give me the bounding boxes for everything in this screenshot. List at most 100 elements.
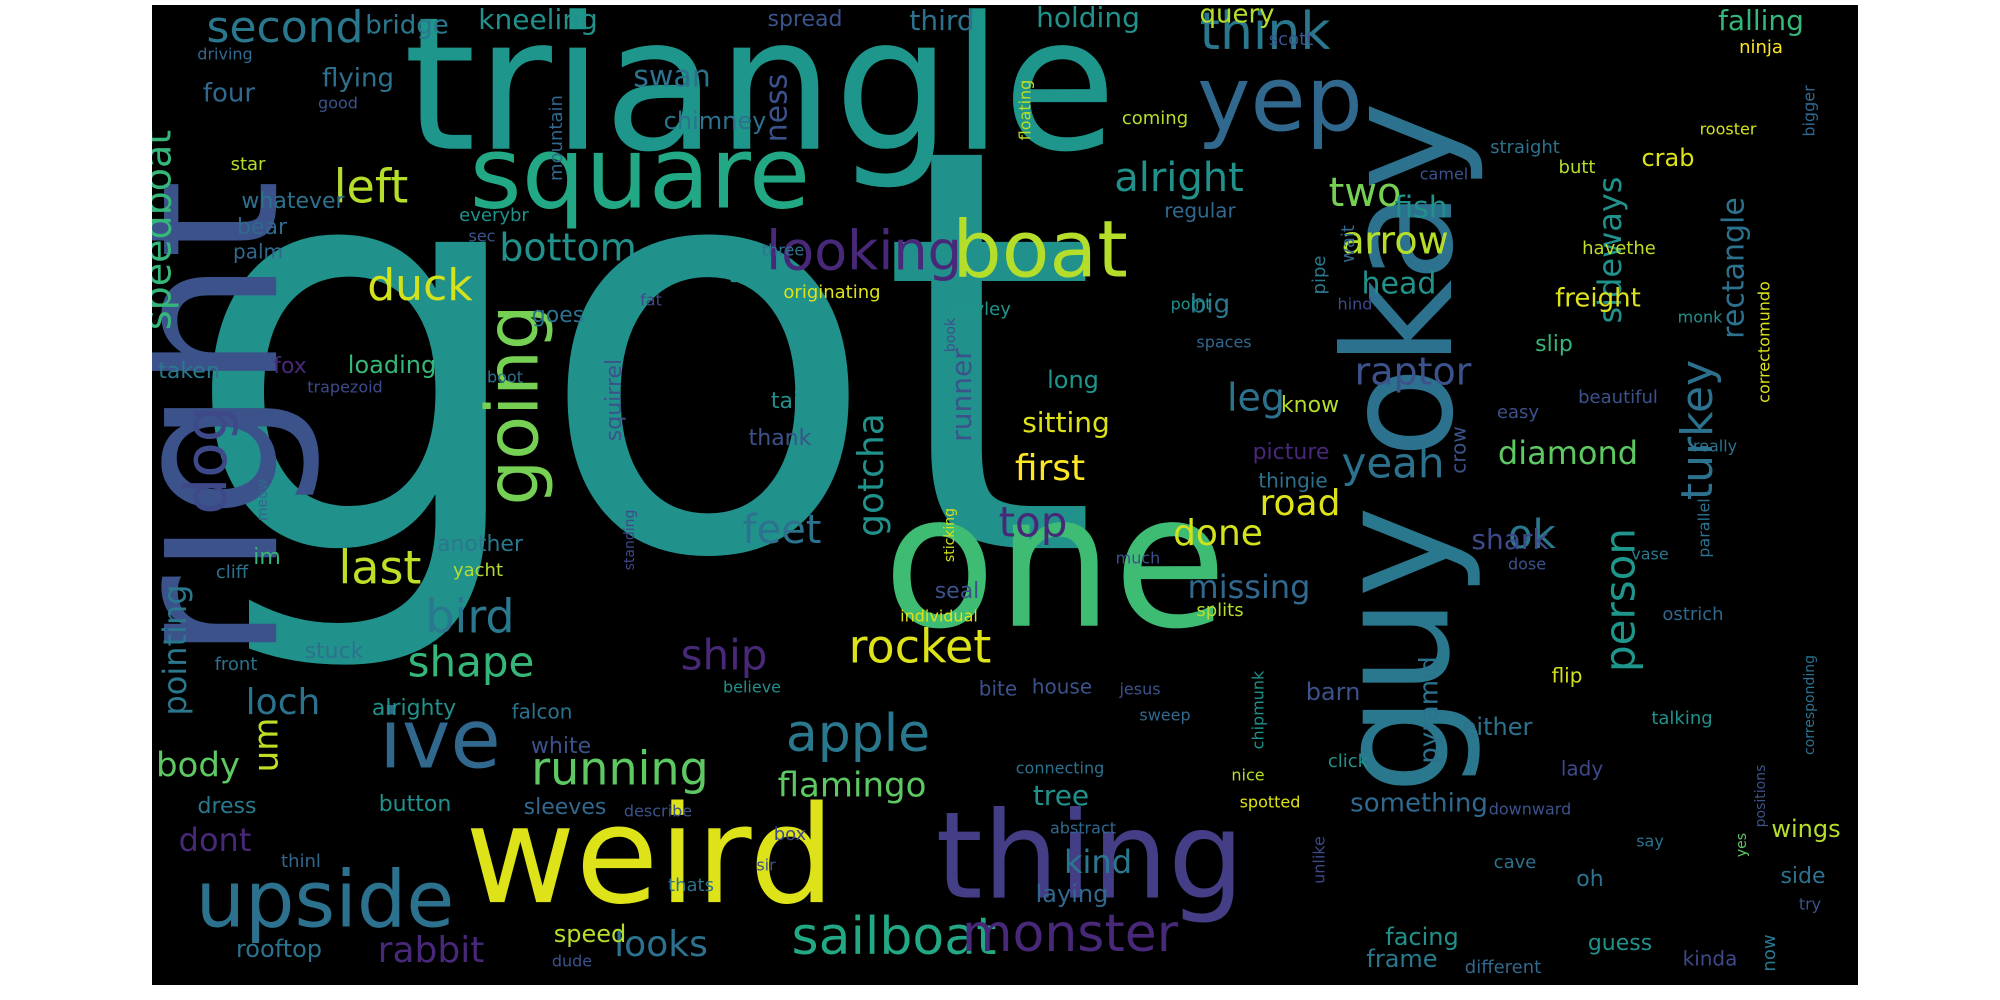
word-leg: leg — [1227, 376, 1285, 420]
word-bottom: bottom — [499, 226, 636, 270]
word-laying: laying — [1036, 880, 1109, 908]
word-something: something — [1350, 789, 1488, 819]
word-frame: frame — [1366, 945, 1437, 973]
word-beautiful: beautiful — [1578, 387, 1658, 408]
word-corresponding: corresponding — [1802, 655, 1818, 755]
word-sideways: sideways — [1591, 177, 1629, 324]
word-thing: thing — [936, 788, 1245, 927]
word-pyramid: pyramid — [1415, 656, 1445, 764]
word-okay: okay — [1313, 102, 1487, 459]
word-now: now — [1759, 934, 1780, 971]
word-turkey: turkey — [1672, 360, 1723, 500]
word-barn: barn — [1306, 678, 1361, 706]
word-shape: shape — [408, 638, 535, 687]
word-chipmunk: chipmunk — [1249, 670, 1268, 749]
word-got: got — [181, 29, 1099, 681]
word-four: four — [203, 79, 256, 109]
word-spotted: spotted — [1240, 793, 1301, 812]
word-freight: freight — [1555, 284, 1641, 314]
word-either: either — [1462, 713, 1533, 741]
word-nice: nice — [1231, 766, 1264, 785]
word-rocket: rocket — [849, 620, 992, 674]
word-slip: slip — [1535, 332, 1573, 357]
word-really: really — [1693, 437, 1737, 456]
word-weird: weird — [465, 777, 835, 934]
word-feet: feet — [743, 507, 822, 553]
word-dress: dress — [198, 794, 257, 819]
word-yes: yes — [1734, 833, 1750, 857]
word-butt: butt — [1559, 157, 1596, 178]
word-believe: believe — [723, 678, 781, 697]
word-scott: scott — [1269, 29, 1313, 50]
word-upside: upside — [196, 855, 455, 945]
word-parallel: parallel — [1695, 498, 1714, 558]
word-falcon: falcon — [512, 700, 573, 724]
word-palm: palm — [233, 240, 283, 264]
word-box: box — [774, 824, 807, 845]
word-im: im — [253, 545, 281, 570]
word-flip: flip — [1552, 664, 1583, 688]
word-going: going — [471, 304, 555, 505]
word-describe: describe — [624, 802, 692, 821]
word-done: done — [1173, 513, 1263, 554]
word-hind: hind — [1338, 295, 1373, 314]
word-gotcha: gotcha — [851, 413, 892, 537]
word-runner: runner — [945, 348, 978, 442]
word-taken: taken — [158, 359, 220, 384]
word-correctomundo: correctomundo — [1755, 281, 1774, 403]
word-sailboat: sailboat — [792, 907, 997, 967]
word-um: um — [247, 718, 287, 773]
word-talking: talking — [1651, 708, 1712, 729]
word-cloud: got triangle right guy okay one weird thing squa… — [152, 5, 1858, 985]
word-pipe: pipe — [1309, 256, 1330, 295]
word-goes: goes — [532, 303, 584, 328]
word-bear: bear — [237, 215, 288, 240]
word-square: square — [470, 114, 811, 231]
word-another: another — [437, 532, 524, 557]
word-bird: bird — [425, 590, 514, 644]
word-alrighty: alrighty — [372, 696, 456, 721]
word-guy: guy — [1303, 506, 1484, 794]
word-thats: thats — [668, 875, 714, 896]
word-tail: tail — [771, 389, 805, 414]
word-chimney: chimney — [664, 107, 767, 135]
word-book: book — [943, 317, 959, 352]
word-star: star — [231, 154, 266, 175]
word-white: white — [531, 734, 591, 759]
word-left: left — [334, 160, 409, 214]
word-stuck: stuck — [305, 639, 364, 664]
word-regular: regular — [1164, 199, 1236, 223]
word-ninja: ninja — [1739, 37, 1783, 58]
word-monk: monk — [1678, 308, 1724, 327]
word-cliff: cliff — [216, 562, 249, 583]
word-one: one — [883, 454, 1227, 670]
word-individual: individual — [900, 607, 978, 626]
word-dog: dog — [172, 405, 240, 514]
word-bridge: bridge — [365, 11, 448, 41]
word-person: person — [1596, 528, 1645, 672]
word-point: point — [1171, 295, 1212, 314]
word-positions: positions — [1753, 765, 1769, 828]
word-boat: boat — [952, 205, 1128, 295]
word-rooster: rooster — [1700, 120, 1757, 139]
word-head: head — [1362, 267, 1437, 302]
word-dose: dose — [1508, 555, 1546, 574]
word-body: body — [156, 746, 240, 786]
word-good: good — [318, 94, 358, 113]
word-oh: oh — [1576, 867, 1603, 892]
word-camel: camel — [1420, 165, 1468, 184]
word-side: side — [1780, 864, 1825, 889]
word-whatever: whatever — [241, 189, 345, 214]
word-abstract: abstract — [1050, 819, 1116, 838]
word-spaces: spaces — [1196, 333, 1251, 352]
word-thank: thank — [749, 426, 812, 451]
word-wait: wait — [1338, 225, 1359, 263]
word-house: house — [1032, 675, 1092, 699]
word-spread: spread — [768, 7, 843, 32]
word-havethe: havethe — [1582, 238, 1656, 259]
word-loch: loch — [246, 682, 321, 723]
word-fish: fish — [1394, 191, 1448, 226]
word-speed: speed — [554, 920, 627, 948]
word-ive: ive — [379, 692, 501, 787]
